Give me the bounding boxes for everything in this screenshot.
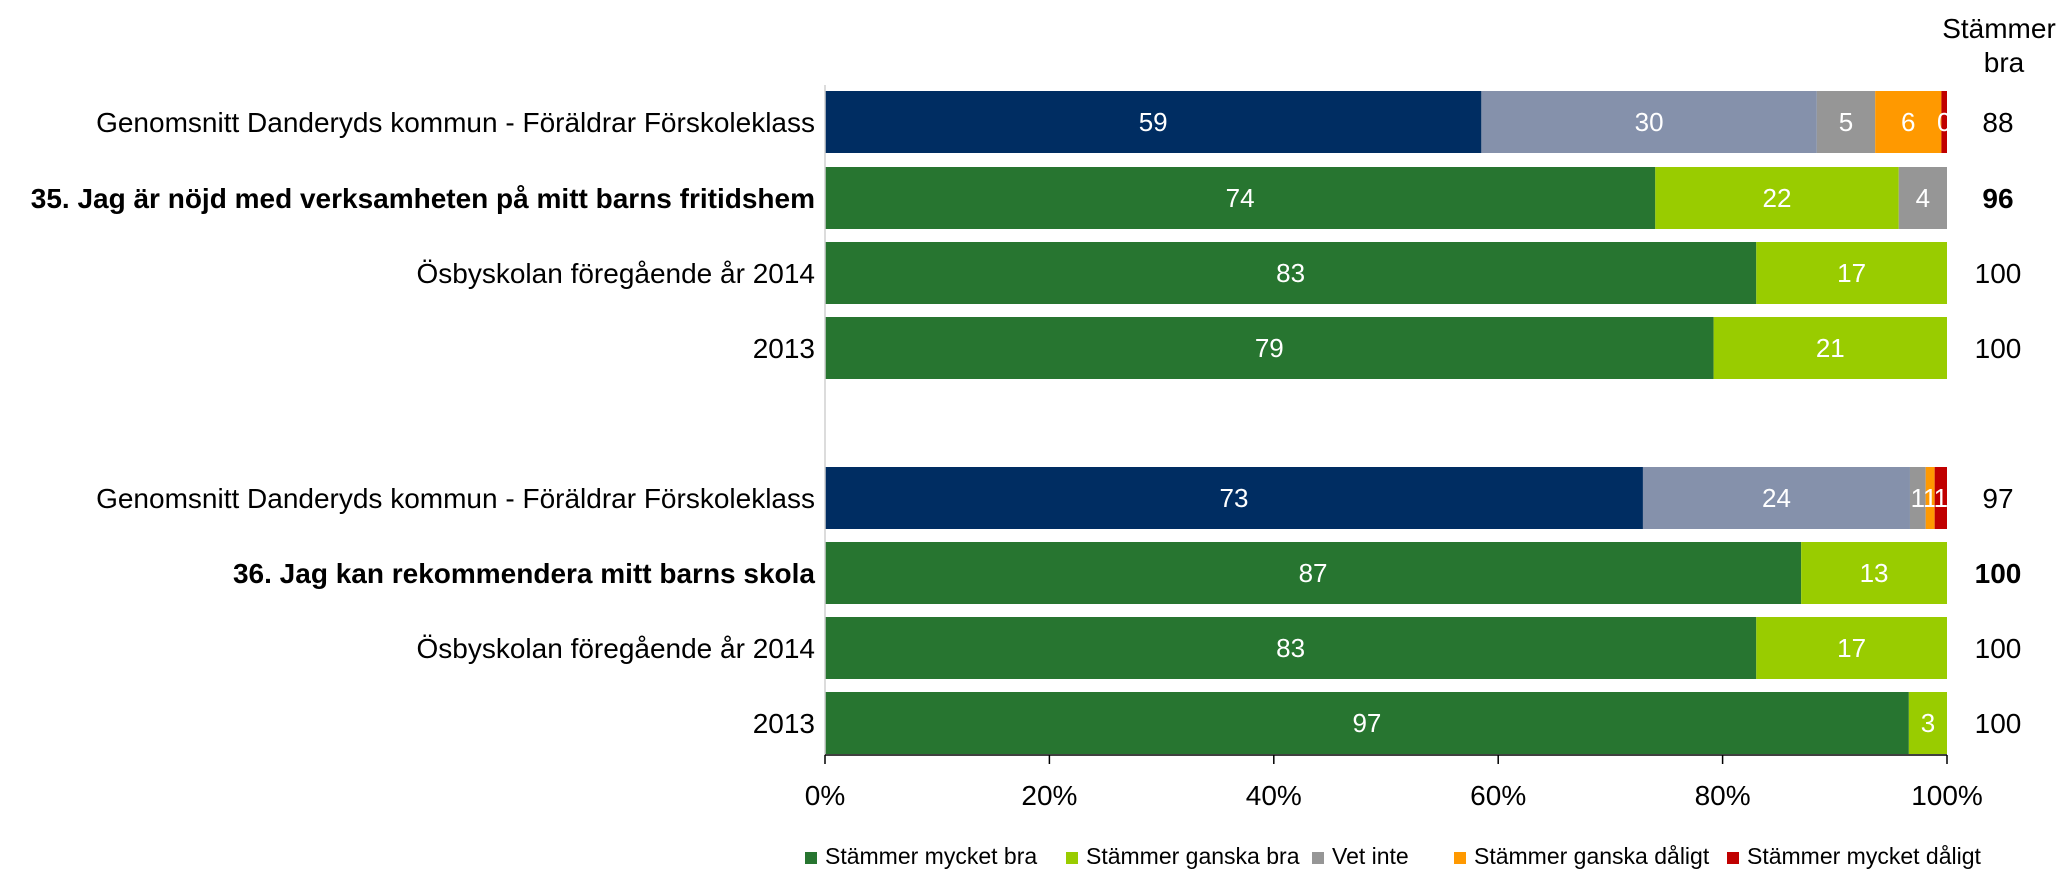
right-value: 100 bbox=[1975, 558, 2022, 589]
legend-entry: Stämmer ganska dåligt bbox=[1474, 843, 1710, 869]
data-label: 1 bbox=[1911, 483, 1925, 513]
bar-segment bbox=[1756, 242, 1947, 304]
x-tick-label: 20% bbox=[1021, 780, 1077, 811]
bar-segment bbox=[1655, 167, 1899, 229]
legend-entry: Stämmer mycket dåligt bbox=[1747, 843, 1982, 869]
x-tick-label: 0% bbox=[805, 780, 845, 811]
legend-swatch bbox=[1312, 852, 1324, 864]
data-label: 24 bbox=[1762, 483, 1791, 513]
legend-swatch bbox=[1454, 852, 1466, 864]
bar-segment bbox=[825, 467, 1643, 529]
data-label: 97 bbox=[1352, 708, 1381, 738]
bar-segment bbox=[1756, 617, 1947, 679]
bar-segment bbox=[825, 617, 1757, 679]
data-label: 79 bbox=[1255, 333, 1284, 363]
bar-segment bbox=[1713, 317, 1947, 379]
right-column-header: bra bbox=[1984, 47, 2025, 78]
row-label: Ösbyskolan föregående år 2014 bbox=[417, 633, 816, 664]
right-value: 100 bbox=[1975, 708, 2022, 739]
data-label: 30 bbox=[1635, 107, 1664, 137]
row-label: Genomsnitt Danderyds kommun - Föräldrar … bbox=[96, 483, 815, 514]
data-label: 0 bbox=[1937, 107, 1951, 137]
data-label: 4 bbox=[1916, 183, 1930, 213]
right-value: 97 bbox=[1982, 483, 2013, 514]
legend-entry: Stämmer mycket bra bbox=[825, 843, 1037, 869]
bar-segment bbox=[1934, 467, 1947, 529]
data-label: 5 bbox=[1839, 107, 1853, 137]
right-value: 96 bbox=[1982, 183, 2013, 214]
bar-segment bbox=[1816, 91, 1876, 153]
x-axis: 0% 20% 40% 60% 80% 100% bbox=[805, 85, 1983, 811]
bar-segment bbox=[1801, 542, 1947, 604]
question-label: 35. Jag är nöjd med verksamheten på mitt… bbox=[31, 183, 815, 214]
data-label: 73 bbox=[1220, 483, 1249, 513]
data-label: 17 bbox=[1837, 258, 1866, 288]
right-value: 100 bbox=[1975, 633, 2022, 664]
legend-entry: Stämmer ganska bra bbox=[1086, 843, 1300, 869]
bar-segment bbox=[825, 242, 1757, 304]
x-tick-label: 60% bbox=[1470, 780, 1526, 811]
legend-swatch bbox=[1066, 852, 1078, 864]
row-label: 2013 bbox=[753, 333, 815, 364]
legend: Stämmer mycket bra Stämmer ganska bra Vet … bbox=[805, 843, 1982, 869]
bar-segment bbox=[1908, 692, 1947, 754]
x-tick-label: 80% bbox=[1695, 780, 1751, 811]
x-tick-label: 40% bbox=[1246, 780, 1302, 811]
x-tick-label: 100% bbox=[1911, 780, 1983, 811]
data-label: 87 bbox=[1299, 558, 1328, 588]
data-label: 21 bbox=[1816, 333, 1845, 363]
data-label: 0 bbox=[1946, 633, 1960, 663]
data-label: 0 bbox=[1946, 183, 1960, 213]
bar-segment bbox=[1898, 167, 1947, 229]
bar-segment bbox=[1909, 467, 1926, 529]
data-label: 59 bbox=[1139, 107, 1168, 137]
data-label: 0 bbox=[1946, 708, 1960, 738]
bar-segment bbox=[825, 692, 1909, 754]
data-label: 0 bbox=[1946, 258, 1960, 288]
bar-segment bbox=[825, 317, 1714, 379]
legend-swatch bbox=[1727, 852, 1739, 864]
right-value: 100 bbox=[1975, 333, 2022, 364]
row-label: Genomsnitt Danderyds kommun - Föräldrar … bbox=[96, 107, 815, 138]
bar-segment bbox=[825, 542, 1802, 604]
bar-segment bbox=[1481, 91, 1817, 153]
data-label: 0 bbox=[1946, 558, 1960, 588]
right-value: 100 bbox=[1975, 258, 2022, 289]
bar-segment bbox=[1642, 467, 1910, 529]
data-label: 83 bbox=[1276, 258, 1305, 288]
right-column-header: Stämmer bbox=[1942, 13, 2056, 44]
data-label: 3 bbox=[1921, 708, 1935, 738]
row-labels: Genomsnitt Danderyds kommun - Föräldrar … bbox=[31, 107, 816, 739]
data-label: 13 bbox=[1860, 558, 1889, 588]
data-label: 22 bbox=[1763, 183, 1792, 213]
data-label: 17 bbox=[1837, 633, 1866, 663]
data-label: 0 bbox=[1946, 333, 1960, 363]
bar-segment bbox=[1925, 467, 1935, 529]
row-label: 2013 bbox=[753, 708, 815, 739]
right-value: 88 bbox=[1982, 107, 2013, 138]
bar-segment bbox=[825, 167, 1656, 229]
data-label: 1 bbox=[1934, 483, 1948, 513]
row-label: Ösbyskolan föregående år 2014 bbox=[417, 258, 816, 289]
data-label: 74 bbox=[1226, 183, 1255, 213]
bar-segment bbox=[825, 91, 1482, 153]
legend-entry: Vet inte bbox=[1332, 843, 1409, 869]
bar-segment bbox=[1941, 91, 1947, 153]
data-label: 6 bbox=[1901, 107, 1915, 137]
question-label: 36. Jag kan rekommendera mitt barns skol… bbox=[233, 558, 815, 589]
data-label: 83 bbox=[1276, 633, 1305, 663]
legend-swatch bbox=[805, 852, 817, 864]
bar-segment bbox=[1875, 91, 1942, 153]
data-label: 1 bbox=[1923, 483, 1937, 513]
